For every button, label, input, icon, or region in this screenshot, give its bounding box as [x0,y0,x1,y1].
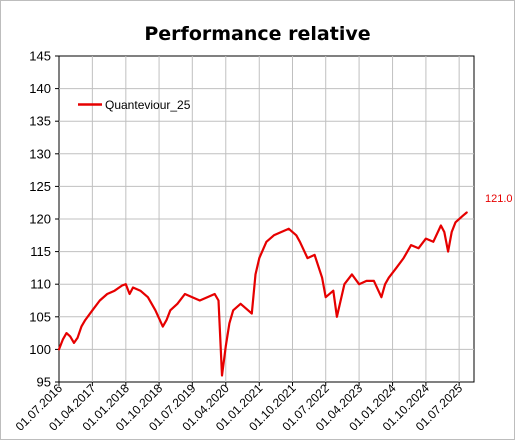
y-axis: 95 100 105 110 115 120 125 130 135 140 145 [29,49,59,390]
y-tick-label: 125 [29,179,51,194]
chart-title: Performance relative [144,23,371,45]
y-tick-label: 135 [29,114,51,129]
end-value-label: 121.0 [485,193,513,205]
y-tick-label: 95 [37,375,51,390]
y-tick-label: 130 [29,146,51,161]
series-group [57,211,468,377]
y-tick-label: 140 [29,81,51,96]
legend-label: Quanteviour_25 [105,98,191,112]
y-tick-label: 120 [29,212,51,227]
y-tick-label: 100 [29,342,51,357]
y-tick-label: 115 [30,244,51,259]
legend: Quanteviour_25 [78,98,191,112]
gridlines [59,56,474,382]
x-axis: 01.07.201601.04.201701.01.201801.10.2018… [13,381,466,434]
y-tick-label: 145 [29,49,51,64]
y-tick-label: 105 [29,309,51,324]
y-tick-label: 110 [30,277,51,292]
series-line [57,211,468,377]
